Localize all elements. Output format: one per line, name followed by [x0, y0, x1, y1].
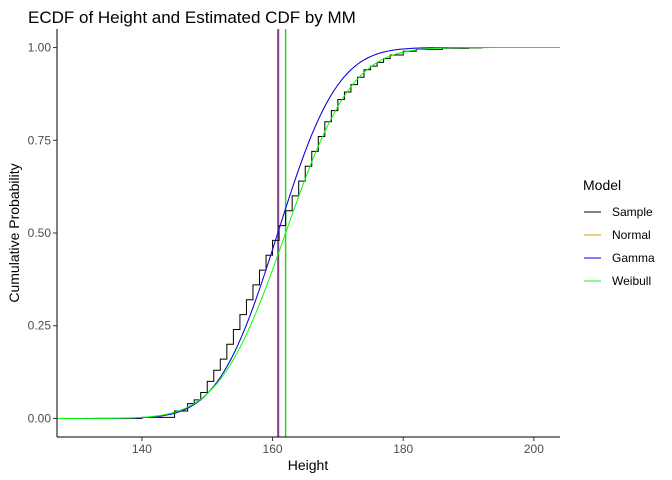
legend-label-normal: Normal	[612, 228, 651, 242]
legend: Model Sample Normal Gamma Weibull	[583, 177, 655, 288]
x-tick-label: 140	[132, 442, 152, 456]
y-tick-label: 0.50	[28, 226, 52, 240]
series-line-normal	[57, 47, 560, 419]
legend-title: Model	[583, 177, 621, 193]
y-axis-title: Cumulative Probability	[6, 163, 22, 302]
y-tick-label: 0.25	[28, 319, 52, 333]
y-tick-label: 0.75	[28, 133, 52, 147]
series-line-gamma	[57, 47, 560, 419]
y-tick-label: 0.00	[28, 411, 52, 425]
legend-label-gamma: Gamma	[612, 251, 655, 265]
axes: 140 160 180 200 0.00 0.25 0.50 0.75 1.00	[28, 29, 560, 456]
y-tick-label: 1.00	[28, 41, 52, 55]
x-axis-title: Height	[288, 457, 329, 473]
x-tick-label: 200	[524, 442, 544, 456]
legend-label-sample: Sample	[612, 205, 653, 219]
legend-label-weibull: Weibull	[612, 274, 651, 288]
chart-title: ECDF of Height and Estimated CDF by MM	[28, 8, 356, 27]
series-line-sample	[57, 47, 560, 419]
x-tick-label: 160	[263, 442, 283, 456]
plot-area	[57, 29, 560, 437]
x-tick-label: 180	[393, 442, 413, 456]
series-line-weibull	[57, 47, 560, 419]
